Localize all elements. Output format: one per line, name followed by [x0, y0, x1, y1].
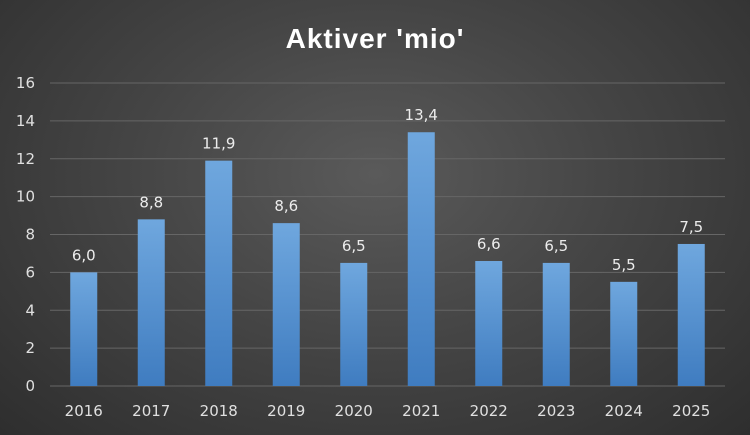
data-label-2018: 11,9	[202, 135, 235, 153]
data-label-2021: 13,4	[405, 106, 438, 124]
y-tick-label: 10	[16, 188, 35, 206]
bar-2023	[542, 262, 570, 386]
y-tick-label: 4	[25, 301, 35, 319]
bar-2020	[340, 262, 368, 386]
x-tick-label-2023: 2023	[537, 402, 575, 420]
x-tick-label-2017: 2017	[132, 402, 170, 420]
x-tick-label-2021: 2021	[402, 402, 440, 420]
bar-2018	[205, 160, 233, 386]
y-tick-label: 12	[16, 150, 35, 168]
y-axis-ticks: 0 2 4 6 8 10 12 14 16	[16, 74, 35, 395]
y-tick-label: 2	[25, 339, 35, 357]
bar-2025	[677, 243, 705, 386]
bar-2017	[137, 219, 165, 386]
y-tick-label: 0	[25, 377, 35, 395]
bar-2019	[272, 223, 300, 386]
y-tick-label: 8	[25, 226, 35, 244]
bars	[70, 132, 705, 386]
x-axis-ticks: 2016 2017 2018 2019 2020 2021 2022 2023 2024 2025	[65, 402, 711, 420]
data-label-2017: 8,8	[139, 193, 163, 211]
x-tick-label-2025: 2025	[672, 402, 710, 420]
y-tick-label: 16	[16, 74, 35, 92]
data-label-2022: 6,6	[477, 235, 501, 253]
data-label-2020: 6,5	[342, 237, 366, 255]
bar-2024	[610, 281, 638, 386]
x-tick-label-2024: 2024	[605, 402, 643, 420]
bar-2022	[475, 261, 503, 386]
x-tick-label-2016: 2016	[65, 402, 103, 420]
x-tick-label-2022: 2022	[470, 402, 508, 420]
y-tick-label: 14	[16, 112, 35, 130]
data-label-2016: 6,0	[72, 246, 96, 264]
x-tick-label-2019: 2019	[267, 402, 305, 420]
data-label-2024: 5,5	[612, 256, 636, 274]
bar-2016	[70, 272, 98, 386]
bar-2021	[407, 132, 435, 386]
x-tick-label-2018: 2018	[200, 402, 238, 420]
y-tick-label: 6	[25, 263, 35, 281]
x-tick-label-2020: 2020	[335, 402, 373, 420]
data-label-2023: 6,5	[544, 237, 568, 255]
data-label-2019: 8,6	[274, 197, 298, 215]
data-label-2025: 7,5	[679, 218, 703, 236]
chart-title: Aktiver 'mio'	[286, 23, 465, 54]
data-labels: 6,0 8,8 11,9 8,6 6,5 13,4 6,6 6,5 5,5 7,5	[72, 106, 703, 274]
